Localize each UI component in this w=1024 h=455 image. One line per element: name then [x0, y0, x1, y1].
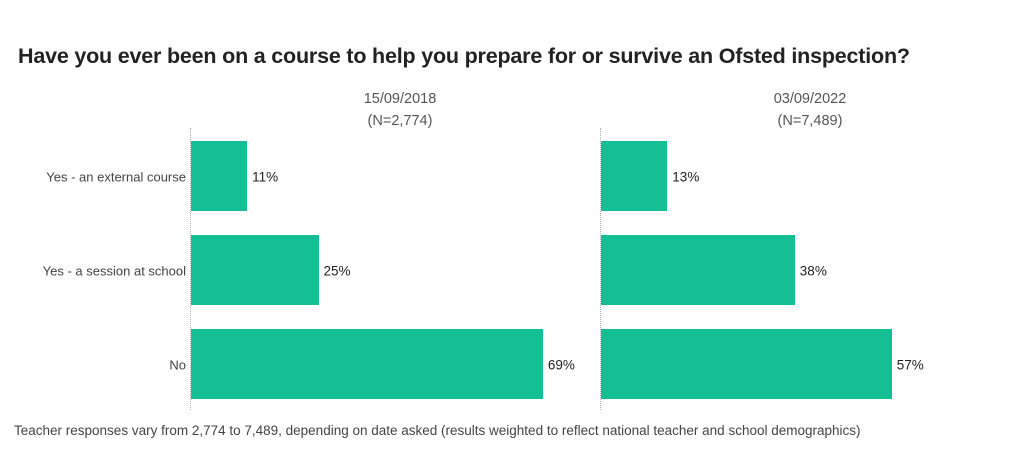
- bar-03-09-2022-1: [601, 235, 795, 305]
- bar-15-09-2018-1: [191, 235, 319, 305]
- bar-15-09-2018-0: [191, 141, 248, 211]
- panel-date: 03/09/2022: [773, 91, 847, 107]
- category-label-session-at-school: Yes - a session at school: [42, 263, 186, 279]
- bar-03-09-2022-0: [601, 141, 668, 211]
- bar-15-09-2018-2: [191, 329, 543, 399]
- category-label-external-course: Yes - an external course: [46, 169, 186, 185]
- bar-value-label: 25%: [323, 263, 351, 279]
- panel-date: 15/09/2018: [363, 91, 437, 107]
- panel-axis-2022: [600, 128, 601, 410]
- panel-sample-size: (N=7,489): [777, 113, 843, 129]
- bar-03-09-2022-2: [601, 329, 892, 399]
- panel-sample-size: (N=2,774): [367, 113, 433, 129]
- bar-value-label: 69%: [547, 357, 575, 373]
- bar-value-label: 57%: [896, 357, 924, 373]
- panel-axis-2018: [190, 128, 191, 410]
- chart-title: Have you ever been on a course to help y…: [18, 44, 910, 68]
- bar-value-label: 13%: [672, 169, 700, 185]
- category-label-no: No: [169, 357, 186, 373]
- panel-header-2022: 03/09/2022 (N=7,489): [700, 88, 920, 132]
- bar-value-label: 38%: [799, 263, 827, 279]
- bar-value-label: 11%: [252, 169, 279, 185]
- panel-header-2018: 15/09/2018 (N=2,774): [290, 88, 510, 132]
- footnote: Teacher responses vary from 2,774 to 7,4…: [14, 423, 861, 438]
